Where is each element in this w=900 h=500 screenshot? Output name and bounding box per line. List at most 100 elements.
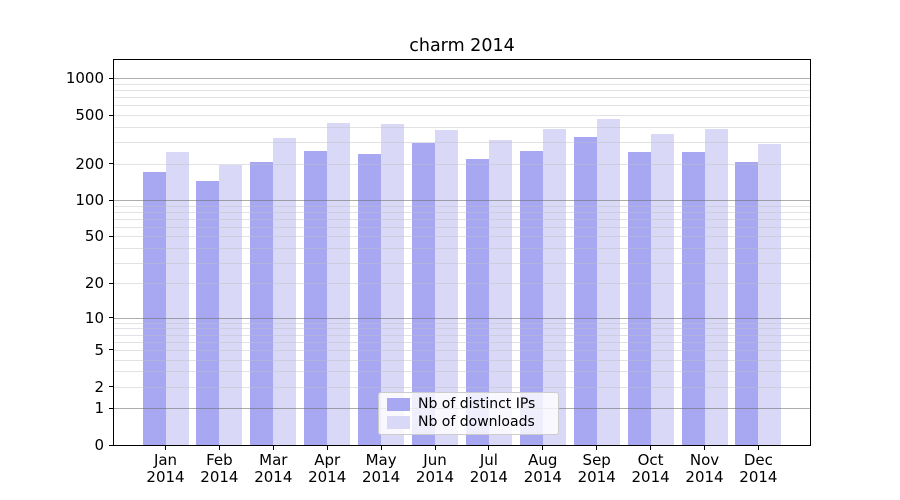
gridline-minor-7 (114, 334, 810, 336)
x-tick-label-jul: Jul 2014 (469, 451, 508, 486)
x-tick-label-apr: Apr 2014 (308, 451, 347, 486)
x-tick-mark-jun (434, 446, 436, 450)
gridline-minor-5 (114, 349, 810, 351)
bar-aug-downloads (542, 128, 566, 445)
plot-area (113, 59, 811, 446)
bars-layer (114, 60, 810, 445)
bar-sep-distinct-ips (573, 137, 597, 445)
y-tick-mark-0 (109, 444, 113, 446)
y-tick-mark-100 (109, 199, 113, 201)
x-tick-mark-mar (272, 446, 274, 450)
x-tick-label-sep: Sep 2014 (577, 451, 616, 486)
y-tick-label-10: 10 (84, 308, 104, 327)
bar-jun-downloads (435, 129, 458, 445)
y-tick-mark-1000 (109, 77, 113, 79)
gridline-minor-70 (114, 218, 810, 220)
gridline-minor-9 (114, 322, 810, 324)
x-tick-mark-feb (218, 446, 220, 450)
x-tick-mark-dec (757, 446, 759, 450)
gridline-minor-90 (114, 205, 810, 207)
x-tick-mark-nov (704, 446, 705, 450)
y-tick-mark-200 (109, 163, 113, 165)
bar-dec-downloads (758, 143, 782, 445)
legend-item-downloads: Nb of downloads (387, 415, 558, 430)
x-tick-label-may: May 2014 (362, 451, 401, 486)
x-tick-mark-apr (326, 446, 328, 450)
gridline-minor-800 (114, 90, 810, 92)
gridline-minor-500 (114, 115, 810, 117)
bar-may-distinct-ips (358, 153, 382, 445)
x-tick-mark-oct (650, 446, 652, 450)
bar-jan-downloads (165, 151, 189, 445)
x-tick-label-mar: Mar 2014 (254, 451, 293, 486)
bar-jan-distinct-ips (142, 172, 166, 445)
gridline-minor-300 (114, 142, 810, 144)
x-tick-mark-aug (542, 446, 544, 450)
y-tick-label-500: 500 (75, 106, 104, 125)
x-tick-label-nov: Nov 2014 (685, 451, 724, 486)
legend-swatch-downloads (387, 416, 410, 429)
y-tick-mark-50 (109, 235, 113, 237)
bar-feb-downloads (219, 164, 243, 445)
gridline-minor-80 (114, 211, 810, 213)
grid-layer (114, 60, 810, 445)
gridline-minor-700 (114, 97, 810, 99)
x-tick-mark-may (380, 446, 382, 450)
legend-label-downloads: Nb of downloads (418, 414, 535, 430)
gridline-minor-8 (114, 328, 810, 330)
x-tick-mark-sep (596, 446, 598, 450)
bar-nov-distinct-ips (681, 151, 705, 445)
x-tick-label-feb: Feb 2014 (200, 451, 239, 486)
y-tick-label-200: 200 (75, 154, 104, 173)
bar-mar-distinct-ips (250, 162, 274, 445)
chart-title: charm 2014 (409, 36, 515, 56)
y-tick-mark-10 (109, 317, 113, 319)
gridline-major-100 (114, 200, 810, 202)
x-tick-label-dec: Dec 2014 (739, 451, 778, 486)
y-tick-label-20: 20 (84, 274, 104, 293)
bar-nov-downloads (704, 128, 728, 445)
gridline-minor-50 (114, 236, 810, 238)
y-tick-mark-1 (109, 407, 113, 409)
gridline-minor-60 (114, 226, 810, 228)
gridline-minor-20 (114, 283, 810, 285)
gridline-minor-40 (114, 247, 810, 249)
legend-swatch-distinct-ips (387, 398, 410, 411)
gridline-minor-4 (114, 359, 810, 361)
legend: Nb of distinct IPs Nb of downloads (378, 392, 559, 435)
gridline-minor-30 (114, 262, 810, 264)
x-tick-mark-jul (488, 446, 490, 450)
y-tick-mark-2 (109, 386, 113, 388)
gridline-minor-900 (114, 83, 810, 85)
bar-feb-distinct-ips (196, 180, 220, 445)
y-tick-mark-5 (109, 349, 113, 351)
gridline-major-10 (114, 317, 810, 319)
x-tick-label-jun: Jun 2014 (415, 451, 455, 486)
gridline-minor-600 (114, 105, 810, 107)
y-tick-mark-20 (109, 282, 113, 284)
y-tick-mark-500 (109, 114, 113, 116)
bar-jul-distinct-ips (465, 158, 489, 445)
gridline-minor-3 (114, 371, 810, 373)
bar-apr-distinct-ips (304, 150, 328, 445)
gridline-minor-400 (114, 126, 810, 128)
y-tick-label-1000: 1000 (65, 69, 104, 88)
legend-item-distinct-ips: Nb of distinct IPs (387, 397, 558, 412)
legend-label-distinct-ips: Nb of distinct IPs (418, 396, 536, 412)
y-tick-label-0: 0 (94, 436, 104, 454)
bar-oct-distinct-ips (627, 151, 651, 445)
bar-aug-distinct-ips (519, 150, 543, 445)
bar-oct-downloads (650, 133, 674, 445)
gridline-minor-6 (114, 341, 810, 343)
y-tick-label-1: 1 (94, 399, 104, 418)
bar-dec-distinct-ips (735, 162, 759, 445)
y-tick-label-100: 100 (75, 191, 104, 210)
gridline-minor-200 (114, 163, 810, 165)
x-tick-mark-jan (165, 446, 166, 450)
gridline-major-1000 (114, 78, 810, 80)
bar-may-downloads (381, 123, 405, 445)
bar-mar-downloads (273, 137, 297, 445)
x-tick-label-jan: Jan 2014 (146, 451, 185, 486)
bar-jul-downloads (488, 140, 512, 445)
